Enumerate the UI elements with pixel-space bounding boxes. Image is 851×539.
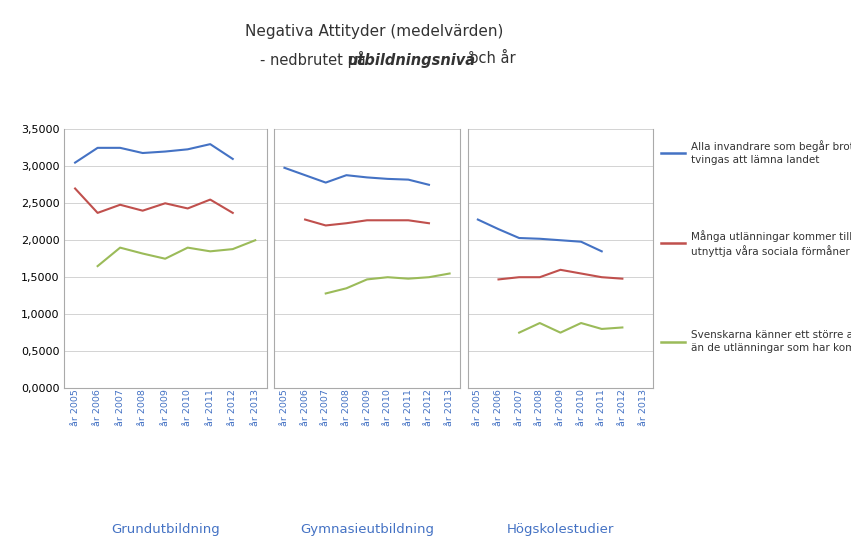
Text: Gymnasieutbildning: Gymnasieutbildning	[300, 523, 434, 536]
Text: och år: och år	[465, 51, 516, 66]
Text: utbildningsnivå: utbildningsnivå	[347, 51, 476, 68]
Text: Negativa Attityder (medelvärden): Negativa Attityder (medelvärden)	[245, 24, 504, 39]
Text: Svenskarna känner ett större ansvar för sitt arbete
än de utlänningar som har ko: Svenskarna känner ett större ansvar för …	[691, 330, 851, 353]
Text: Grundutbildning: Grundutbildning	[111, 523, 220, 536]
Text: Alla invandrare som begår brott i Sverige bör
tvingas att lämna landet: Alla invandrare som begår brott i Sverig…	[691, 141, 851, 165]
Text: - nedbrutet på: - nedbrutet på	[260, 51, 370, 68]
Text: Många utlänningar kommer till Sverige bara för att
utnyttja våra sociala förmåne: Många utlänningar kommer till Sverige ba…	[691, 230, 851, 257]
Text: Högskolestudier: Högskolestudier	[506, 523, 614, 536]
